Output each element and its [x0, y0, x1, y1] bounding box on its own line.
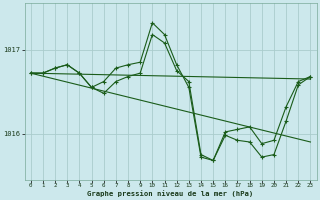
X-axis label: Graphe pression niveau de la mer (hPa): Graphe pression niveau de la mer (hPa) — [87, 190, 254, 197]
